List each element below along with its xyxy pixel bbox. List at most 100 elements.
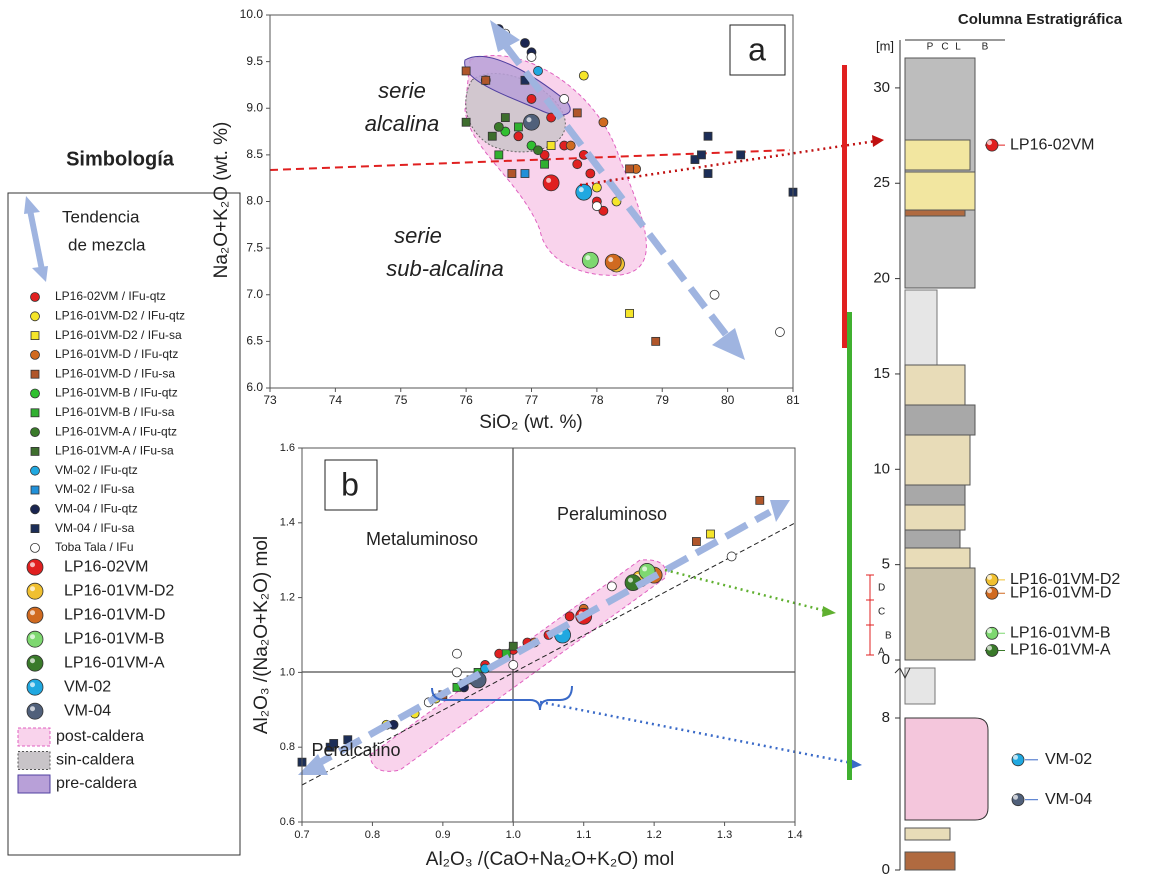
- point-highlight: [987, 645, 992, 651]
- unit-label: B: [885, 631, 892, 642]
- point: [514, 122, 523, 132]
- connector-head: [822, 606, 836, 617]
- point-highlight: [30, 706, 35, 712]
- legend-marker: [26, 678, 44, 696]
- point-highlight: [30, 634, 35, 640]
- sample-label: VM-04: [1045, 791, 1092, 808]
- mixing-arrow: [308, 42, 772, 772]
- x-axis-title: Al₂O₃ /(CaO+Na₂O+K₂O) mol: [426, 849, 674, 870]
- connector: [579, 139, 877, 187]
- legend-label: LP16-01VM-B / IFu-qtz: [55, 386, 178, 400]
- y-tick-label: 1.2: [280, 592, 295, 604]
- legend-label: LP16-01VM-A / IFu-qtz: [55, 424, 177, 438]
- legend-label: LP16-01VM-D2 / IFu-qtz: [55, 308, 185, 322]
- point-highlight: [608, 257, 614, 263]
- sample-label: LP16-01VM-A: [1010, 642, 1111, 659]
- point: [703, 169, 713, 178]
- point: [581, 251, 599, 269]
- connector-head: [872, 135, 884, 147]
- annotation: a: [748, 31, 766, 67]
- legend-marker: [30, 504, 40, 515]
- point: [598, 205, 609, 216]
- point: [542, 174, 560, 192]
- legend-label: sin-caldera: [56, 752, 134, 769]
- point: [755, 495, 765, 505]
- legend-marker: [30, 388, 40, 399]
- point: [591, 201, 602, 212]
- y-tick-label: 1.4: [280, 517, 295, 529]
- point: [625, 164, 634, 174]
- legend-marker: [30, 427, 40, 438]
- point: [604, 253, 622, 271]
- point-highlight: [987, 588, 992, 594]
- sample-label: LP16-01VM-B: [1010, 625, 1111, 642]
- point: [565, 140, 576, 151]
- legend-label: pre-caldera: [56, 775, 137, 792]
- point: [533, 145, 543, 156]
- point-highlight: [30, 586, 35, 592]
- legend-marker: [30, 543, 40, 553]
- x-tick-label: 76: [459, 393, 473, 407]
- y-tick-label: 1.0: [280, 666, 295, 678]
- point: [572, 108, 582, 118]
- point: [500, 113, 510, 122]
- y-tick-label: 0.8: [280, 741, 295, 753]
- plot-frame: [301, 447, 796, 823]
- connector: [539, 700, 853, 765]
- legend-marker: [30, 408, 40, 418]
- y-tick-label: 6.0: [246, 380, 263, 394]
- depth-label: 5: [882, 556, 890, 573]
- legend-label: LP16-01VM-D2: [64, 582, 174, 599]
- point-highlight: [30, 658, 35, 664]
- point: [726, 551, 737, 562]
- legend-label: VM-04: [64, 702, 111, 719]
- depth-label: 20: [873, 270, 890, 287]
- depth-label: 10: [873, 460, 890, 477]
- legend-label: post-caldera: [56, 728, 144, 745]
- depth-label: 30: [873, 79, 890, 96]
- point-highlight: [30, 562, 35, 568]
- point: [507, 169, 517, 178]
- unit-label: D: [878, 583, 885, 594]
- point-highlight: [578, 187, 584, 193]
- x-tick-label: 1.3: [717, 829, 732, 841]
- legend-swatch: [17, 751, 51, 770]
- point: [625, 308, 634, 318]
- legend-marker: [30, 446, 40, 456]
- point: [508, 641, 518, 651]
- point: [520, 38, 530, 48]
- point: [452, 648, 462, 659]
- x-tick-label: 73: [263, 393, 277, 407]
- point: [481, 75, 491, 85]
- legend-label: VM-04 / IFu-sa: [55, 521, 135, 535]
- point: [513, 131, 524, 142]
- legend-marker: [26, 630, 44, 648]
- y-axis-title: Na₂O+K₂O (wt. %): [211, 122, 232, 279]
- point-highlight: [30, 610, 35, 616]
- y-tick-label: 10.0: [240, 7, 264, 21]
- legend-label: LP16-01VM-D: [64, 606, 165, 623]
- legend-label: LP16-01VM-B / IFu-sa: [55, 405, 175, 419]
- point: [461, 117, 471, 127]
- point: [585, 168, 596, 179]
- point: [606, 581, 617, 592]
- y-tick-label: 7.5: [246, 240, 263, 254]
- point: [575, 183, 593, 201]
- point-highlight: [1013, 754, 1018, 760]
- x-axis-title: SiO₂ (wt. %): [479, 412, 582, 433]
- x-tick-label: 74: [329, 393, 343, 407]
- point: [461, 66, 471, 76]
- panel-label-box: [324, 459, 378, 511]
- sample-label: LP16-01VM-D: [1010, 584, 1111, 601]
- legend-label: LP16-02VM: [64, 558, 149, 575]
- point: [591, 182, 602, 193]
- point: [703, 131, 713, 141]
- legend-label: Toba Tala / IFu: [55, 540, 134, 554]
- column-header: L: [955, 42, 961, 53]
- connector: [664, 568, 827, 613]
- legend-swatch: [17, 774, 51, 794]
- y-tick-label: 8.5: [246, 147, 263, 161]
- legend-marker: [30, 349, 40, 360]
- point: [736, 150, 746, 160]
- column-header: P: [927, 42, 934, 53]
